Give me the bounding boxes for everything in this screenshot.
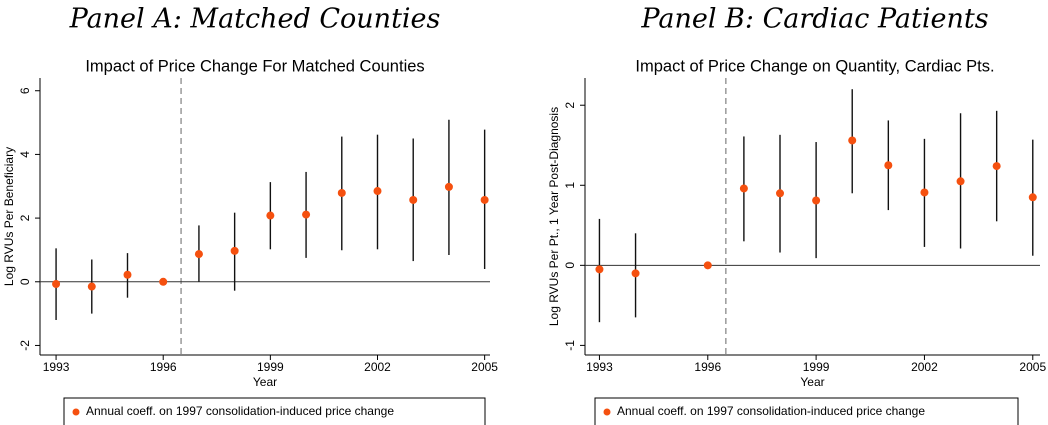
panel-title: Panel B: Cardiac Patients: [640, 4, 988, 35]
point: [884, 161, 893, 170]
point: [230, 246, 239, 255]
point: [1028, 193, 1037, 202]
y-tick-label: -1: [563, 340, 577, 351]
point: [956, 177, 965, 186]
panel-title: Panel A: Matched Counties: [69, 4, 441, 35]
y-tick-label: 1: [563, 182, 577, 189]
x-tick-label: 1999: [803, 360, 830, 374]
point: [631, 269, 640, 278]
x-tick-label: 1993: [586, 360, 613, 374]
y-tick-label: 0: [18, 278, 32, 285]
x-tick-label: 1996: [694, 360, 721, 374]
x-tick-label: 2002: [364, 360, 391, 374]
point: [159, 277, 168, 286]
x-tick-label: 1996: [150, 360, 177, 374]
point: [194, 250, 203, 259]
point: [373, 187, 382, 196]
point: [739, 184, 748, 193]
point: [776, 189, 784, 198]
y-axis-label: Log RVUs Per Beneficiary: [2, 147, 16, 286]
y-axis-label: Log RVUs Per Pt., 1 Year Post-Diagnosis: [547, 107, 561, 326]
x-tick-label: 1993: [43, 360, 70, 374]
legend-box: [63, 397, 486, 425]
x-axis-label: Year: [800, 375, 824, 389]
y-tick-label: 0: [563, 262, 577, 269]
point: [480, 195, 489, 204]
chart-title: Impact of Price Change on Quantity, Card…: [635, 57, 994, 75]
legend-marker: [603, 408, 611, 416]
point: [337, 188, 346, 197]
chart-title: Impact of Price Change For Matched Count…: [85, 57, 424, 75]
y-tick-label: 4: [18, 151, 32, 158]
y-tick-label: 2: [18, 214, 32, 221]
x-tick-label: 2005: [471, 360, 498, 374]
legend-label: Annual coeff. on 1997 consolidation-indu…: [86, 404, 394, 418]
point: [848, 136, 857, 145]
legend-marker: [72, 408, 80, 416]
y-tick-label: 6: [18, 87, 32, 94]
point: [920, 188, 929, 197]
point: [302, 210, 311, 219]
x-tick-label: 2005: [1019, 360, 1046, 374]
point: [595, 265, 604, 274]
point: [123, 270, 132, 279]
point: [444, 182, 453, 191]
point: [52, 279, 61, 288]
point: [409, 195, 418, 204]
legend-label: Annual coeff. on 1997 consolidation-indu…: [617, 404, 925, 418]
x-tick-label: 2002: [911, 360, 938, 374]
point: [703, 261, 712, 270]
point: [992, 162, 1001, 171]
point: [812, 196, 821, 205]
y-tick-label: 2: [563, 102, 577, 109]
point: [266, 211, 275, 220]
x-tick-label: 1999: [257, 360, 284, 374]
x-axis-label: Year: [253, 375, 277, 389]
y-tick-label: -2: [18, 340, 32, 351]
point: [87, 282, 96, 291]
legend-box: [594, 397, 1019, 425]
